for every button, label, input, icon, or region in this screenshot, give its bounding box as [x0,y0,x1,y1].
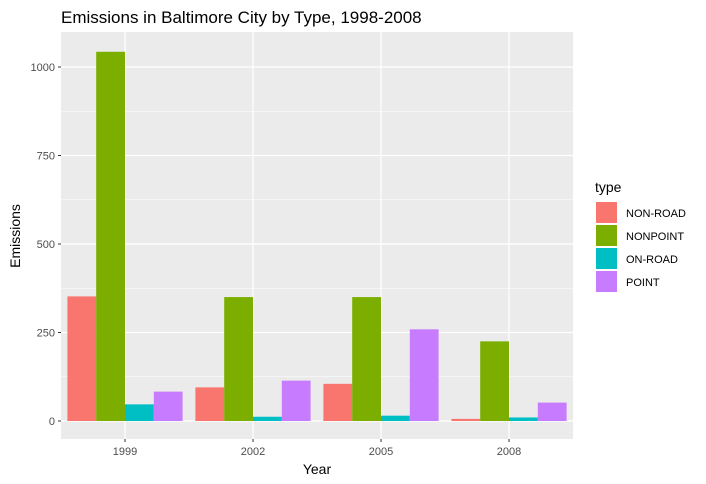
legend-label: ON-ROAD [626,254,678,266]
legend-title: type [595,179,622,195]
bar-non-road-2005 [323,383,353,421]
y-tick-label: 250 [37,328,55,340]
y-tick-label: 1000 [31,62,55,74]
x-tick-label: 1999 [113,446,137,458]
y-axis-ticks: 0 250 500 750 1000 [31,62,61,428]
bar-on-road-2008 [509,417,538,421]
bar-non-road-2002 [195,387,225,421]
bar-nonpoint-1999 [96,51,125,421]
x-axis-title: Year [303,461,332,477]
bar-nonpoint-2008 [480,341,509,421]
bars [67,51,567,421]
legend-key-point [596,271,617,292]
legend: type NON-ROAD NONPOINT ON-ROAD POINT [595,179,686,292]
x-axis-ticks: 1999 2002 2005 2008 [113,439,521,458]
y-tick-label: 500 [37,239,55,251]
bar-point-2002 [281,380,311,421]
y-tick-label: 750 [37,151,55,163]
x-tick-label: 2005 [369,446,393,458]
bar-nonpoint-2002 [224,297,253,421]
y-axis-title: Emissions [7,204,23,268]
chart-title: Emissions in Baltimore City by Type, 199… [61,8,422,27]
bar-nonpoint-2005 [352,297,381,421]
y-tick-label: 0 [49,416,55,428]
legend-label: POINT [626,277,660,289]
bar-point-2005 [409,329,439,421]
legend-label: NON-ROAD [626,208,686,220]
legend-key-on-road [596,248,617,269]
bar-on-road-1999 [125,404,154,421]
bar-non-road-1999 [67,296,97,421]
bar-on-road-2005 [381,415,410,421]
bar-non-road-2008 [451,418,481,421]
x-tick-label: 2002 [241,446,265,458]
bar-on-road-2002 [253,416,282,421]
legend-key-nonpoint [596,225,617,246]
bar-point-1999 [153,391,183,421]
legend-key-non-road [596,202,617,223]
x-tick-label: 2008 [497,446,521,458]
legend-label: NONPOINT [626,231,684,243]
bar-point-2008 [537,402,567,421]
